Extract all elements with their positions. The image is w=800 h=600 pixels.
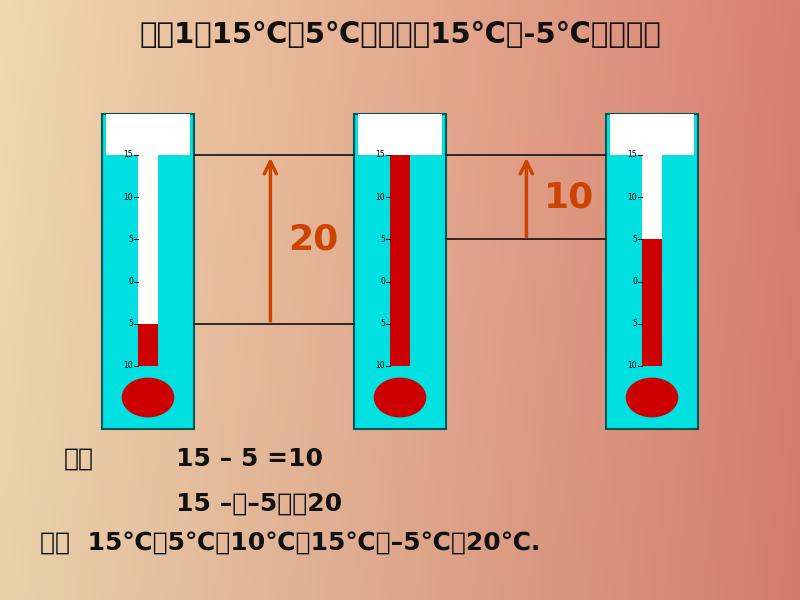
Bar [138,155,158,366]
Bar [358,114,442,155]
Text: 5: 5 [128,319,133,328]
Bar [642,239,662,366]
Text: 15: 15 [375,151,385,160]
Bar [390,155,410,366]
Circle shape [122,378,174,416]
Text: 10: 10 [544,180,594,214]
Circle shape [374,378,426,416]
Text: 0: 0 [380,277,385,286]
Text: 0: 0 [632,277,637,286]
Text: 5: 5 [632,319,637,328]
Text: 问题1：15℃比5℃高多少？15℃比-5℃高多少？: 问题1：15℃比5℃高多少？15℃比-5℃高多少？ [139,21,661,49]
Text: 10: 10 [375,361,385,370]
Text: 5: 5 [380,235,385,244]
Text: 10: 10 [123,361,133,370]
Bar [390,155,410,366]
Text: 10: 10 [627,361,637,370]
Text: 解：: 解： [64,447,94,471]
Text: 0: 0 [128,277,133,286]
Text: 20: 20 [288,223,338,256]
Text: 5: 5 [380,319,385,328]
Bar [642,155,662,366]
Text: 15 –（–5）＝20: 15 –（–5）＝20 [176,492,342,516]
Bar [354,114,446,429]
Bar [106,114,190,155]
Text: 10: 10 [375,193,385,202]
Bar [610,114,694,155]
Text: 15: 15 [627,151,637,160]
Bar [606,114,698,429]
Bar [138,324,158,366]
Bar [102,114,194,429]
Text: 10: 10 [627,193,637,202]
Circle shape [626,378,678,416]
Text: 15 – 5 =10: 15 – 5 =10 [176,447,323,471]
Text: 10: 10 [123,193,133,202]
Text: 5: 5 [632,235,637,244]
Text: 15: 15 [123,151,133,160]
Text: 答：  15℃比5℃高10℃，15℃比–5℃高20℃.: 答： 15℃比5℃高10℃，15℃比–5℃高20℃. [40,531,540,555]
Text: 5: 5 [128,235,133,244]
